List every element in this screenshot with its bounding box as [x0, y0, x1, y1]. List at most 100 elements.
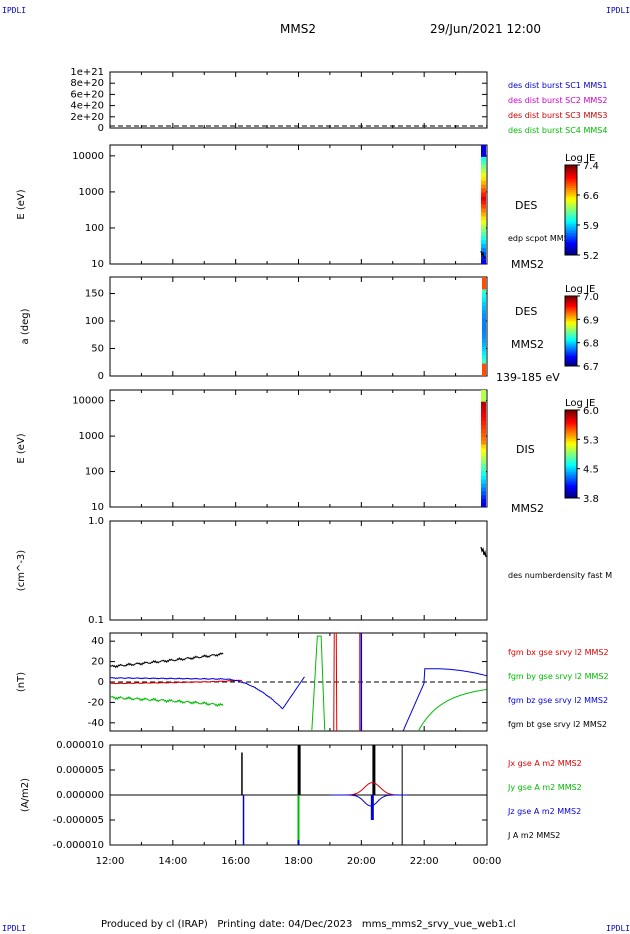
colorbar-cell-p4: [565, 454, 577, 457]
bz-line-p6: [110, 677, 283, 710]
panel-frame-p2: [109, 144, 488, 265]
y-tick-label-p1: 2e+20: [70, 112, 104, 123]
bx-line-p6: [110, 679, 243, 685]
spectrogram-p3: [482, 277, 486, 376]
colorbar-cell-p2: [565, 189, 577, 193]
colorbar-cell-p3: [565, 311, 577, 314]
colorbar-tick-label-p2: 6.6: [583, 191, 599, 202]
colorbar-cell-p4: [565, 462, 577, 466]
y-tick-label-p7: -0.000010: [53, 840, 104, 851]
colorbar-cell-p4: [565, 434, 577, 437]
colorbar-cell-p4: [565, 476, 577, 479]
y-tick-label-p6: -40: [88, 718, 104, 729]
panel-frame-p1: [109, 71, 488, 129]
colorbar-title-p3: Log JE: [565, 284, 595, 295]
colorbar-cell-p3: [565, 360, 577, 363]
spectrogram-cell-p4: [481, 393, 486, 399]
colorbar-cell-p4: [565, 489, 577, 492]
spectrogram-cell-p3: [482, 359, 486, 365]
panel-frame-p5: [109, 520, 488, 621]
x-tick-label: 16:00: [221, 856, 250, 867]
spectrogram-cell-p3: [482, 297, 486, 303]
colorbar-cell-p4: [565, 482, 577, 486]
colorbar-cell-p3: [565, 343, 577, 346]
colorbar-cell-p4: [565, 432, 577, 435]
colorbar-tick-label-p4: 3.8: [583, 494, 599, 505]
colorbar-cell-p2: [565, 230, 577, 233]
colorbar-cell-p4: [565, 493, 577, 497]
legend-entry-p7: Jx gse A m2 MMS2: [507, 759, 582, 768]
spectrogram-cell-p2: [481, 244, 486, 249]
y-tick-label-p1: 8e+20: [70, 78, 104, 89]
colorbar-cell-p4: [565, 436, 577, 440]
y-tick-label-p3: 50: [91, 344, 104, 355]
spectrogram-cell-p4: [481, 401, 486, 407]
by-line-p6: [417, 689, 487, 731]
panel-frame-p3: [109, 276, 488, 377]
corner-label-top-left: IPDLI: [2, 6, 27, 15]
spectrogram-cell-p2: [481, 164, 486, 170]
spectrogram-cell-p2: [481, 216, 486, 221]
colorbar-cell-p2: [565, 248, 577, 251]
colorbar-tick-label-p2: 5.2: [583, 251, 599, 262]
y-tick-label-p4: 10: [91, 502, 104, 513]
spectrogram-cell-p4: [481, 425, 486, 430]
colorbar-tick-label-p2: 7.4: [583, 161, 599, 172]
y-tick-label-p1: 0: [98, 123, 104, 134]
colorbar-cell-p3: [565, 332, 577, 335]
colorbar-cell-p4: [565, 438, 577, 442]
y-tick-label-p6: 40: [91, 636, 104, 647]
colorbar-cell-p2: [565, 180, 577, 184]
colorbar-cell-p3: [565, 320, 577, 323]
spectrogram-cell-p4: [481, 499, 486, 504]
y-tick-label-p7: 0.000000: [56, 790, 104, 801]
spectrogram-cell-p2: [481, 236, 486, 241]
spectrogram-cell-p4: [481, 452, 486, 457]
colorbar-cell-p3: [565, 315, 577, 318]
y-tick-label-p5: 0.1: [88, 615, 104, 626]
colorbar-cell-p3: [565, 322, 577, 325]
y-tick-label-p2: 100: [85, 223, 104, 234]
colorbar-cell-p3: [565, 357, 577, 360]
spectrogram-cell-p3: [482, 351, 486, 356]
spectrogram-p4: [481, 390, 486, 507]
colorbar-cell-p3: [565, 306, 577, 309]
spectrogram-cell-p3: [482, 285, 486, 290]
spectrogram-cell-p2: [481, 160, 486, 166]
y-tick-label-p6: 0: [98, 677, 104, 688]
spectrogram-cell-p2: [481, 240, 486, 245]
spectrogram-cell-p4: [481, 464, 486, 469]
spectrogram-cell-p2: [481, 145, 486, 150]
spectrogram-cell-p3: [482, 318, 486, 323]
x-tick-label: 14:00: [158, 856, 187, 867]
colorbar-cell-p3: [565, 345, 577, 348]
spectrogram-cell-p3: [482, 293, 486, 299]
y-tick-label-p7: 0.000010: [56, 740, 104, 751]
colorbar-cell-p2: [565, 210, 577, 213]
colorbar-cell-p4: [565, 469, 577, 473]
spectrogram-cell-p2: [481, 208, 486, 213]
colorbar-cell-p3: [565, 331, 577, 334]
spectrogram-cell-p2: [481, 156, 486, 162]
colorbar-cell-p4: [565, 443, 577, 446]
spectrogram-p2: [481, 145, 486, 264]
y-tick-label-p6: 20: [91, 657, 104, 668]
colorbar-cell-p2: [565, 252, 577, 256]
jz-line-p7: [329, 794, 407, 807]
scpot-trace-p2: [480, 250, 486, 260]
spectrogram-cell-p3: [482, 289, 486, 294]
side-label-p4: DIS: [516, 443, 535, 456]
colorbar-cell-p4: [565, 429, 577, 433]
bz-line-p6: [402, 668, 487, 731]
bfield-lines-p6: [110, 633, 487, 731]
y-tick-label-p3: 150: [85, 289, 104, 300]
y-tick-label-p6: -20: [88, 697, 104, 708]
colorbar-cell-p2: [565, 178, 577, 182]
colorbar-cell-p4: [565, 418, 577, 422]
colorbar-tick-label-p4: 4.5: [583, 465, 599, 476]
legend-entry-p1: des dist burst SC2 MMS2: [508, 96, 607, 105]
spectrogram-cell-p2: [481, 204, 486, 209]
spectrogram-cell-p2: [481, 232, 486, 237]
y-axis-label-p2: E (eV): [16, 189, 27, 219]
legend-entry-p7: Jz gse A m2 MMS2: [507, 807, 581, 816]
